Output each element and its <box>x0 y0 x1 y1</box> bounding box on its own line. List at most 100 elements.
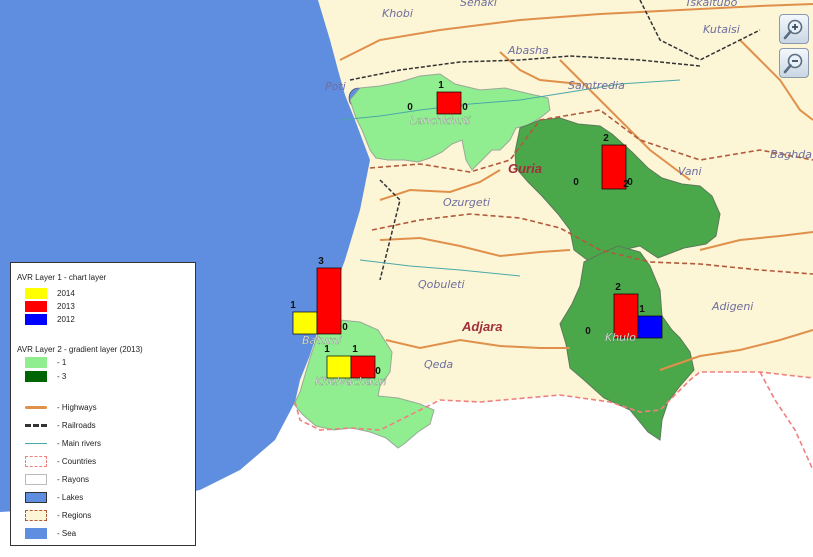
rayon-labels: Lanchkhuti Batumi Khelvachauri Khulo <box>302 114 637 388</box>
country-border-east <box>759 371 813 471</box>
bar-batumi-2013 <box>316 267 342 335</box>
bar-count-batumi-2013: 3 <box>318 256 324 267</box>
label-khelvachauri: Khelvachauri <box>315 375 387 388</box>
legend-item-sea: - Sea <box>25 526 76 540</box>
legend-label-rivers: - Main rivers <box>57 438 102 448</box>
label-khobi: Khobi <box>382 7 413 20</box>
zoom-in-button[interactable] <box>779 14 809 44</box>
legend-swatch-gradient-1 <box>25 356 47 368</box>
legend-label-2013: 2013 <box>57 301 75 311</box>
legend-label-regions: - Regions <box>57 510 92 520</box>
legend-item-rayons: - Rayons <box>25 472 89 486</box>
legend-symbol-rayons <box>25 473 47 485</box>
legend-item-countries: - Countries <box>25 454 96 468</box>
label-khulo: Khulo <box>605 331 636 344</box>
bar-count-batumi-2014: 1 <box>290 300 296 311</box>
legend-item-highways: - Highways <box>25 400 97 414</box>
legend-symbol-sea <box>25 527 47 539</box>
region-borders-layer <box>369 109 813 275</box>
label-senaki: Senaki <box>460 0 497 9</box>
bar-khulo-2012 <box>637 315 663 339</box>
label-guria: Guria <box>508 161 542 176</box>
label-vani: Vani <box>678 165 702 178</box>
legend-item-2012: 2012 <box>25 312 75 326</box>
bar-count-chokhatauri-2013: 2 <box>603 133 609 144</box>
legend-item-regions: - Regions <box>25 508 91 522</box>
label-ozurgeti: Ozurgeti <box>443 196 490 209</box>
bar-count-khulo-2014: 0 <box>585 326 591 337</box>
legend-label-highways: - Highways <box>57 402 97 412</box>
legend-symbol-regions <box>25 509 47 521</box>
legend-swatch-2013 <box>25 300 47 312</box>
rayon-chokhatauri-area[interactable] <box>514 117 721 263</box>
legend-label-gradient-3: - 3 <box>57 371 67 381</box>
legend-swatch-2012 <box>25 313 47 325</box>
legend-item-2013: 2013 <box>25 299 75 313</box>
bar-count-chokhatauri-extra: 2 <box>623 179 629 190</box>
bar-batumi-2014 <box>292 311 318 335</box>
legend-label-gradient-1: - 1 <box>57 357 67 367</box>
legend-item-rivers: - Main rivers <box>25 436 101 450</box>
label-baghdati: Baghda <box>770 148 812 161</box>
rivers-layer <box>339 79 681 277</box>
legend-symbol-highways <box>25 402 47 413</box>
legend-label-2014: 2014 <box>57 288 75 298</box>
bar-count-khelvachauri-2012: 0 <box>375 366 381 377</box>
rayon-khelvachauri-area[interactable] <box>293 319 435 449</box>
bar-count-khelvachauri-2014: 1 <box>324 344 330 355</box>
map-legend: AVR Layer 1 - chart layer 2014 2013 2012… <box>10 262 196 546</box>
label-adigeni: Adigeni <box>711 300 753 313</box>
bar-count-chokhatauri-2014: 0 <box>573 177 579 188</box>
bar-count-chokhatauri-2012: 0 <box>627 177 633 188</box>
zoom-out-button[interactable] <box>779 48 809 78</box>
bar-count-khulo-2013: 2 <box>615 282 621 293</box>
legend-layer2-title: AVR Layer 2 - gradient layer (2013) <box>17 345 143 354</box>
legend-swatch-2014 <box>25 287 47 299</box>
legend-item-lakes: - Lakes <box>25 490 83 504</box>
bar-count-batumi-2012: 0 <box>342 322 348 333</box>
bar-khulo-2013 <box>613 293 639 339</box>
legend-label-sea: - Sea <box>57 528 77 538</box>
bar-count-lanchkhuti-2014: 0 <box>407 102 413 113</box>
legend-label-countries: - Countries <box>57 456 97 466</box>
legend-label-lakes: - Lakes <box>57 492 84 502</box>
bar-khelvachauri-2013 <box>350 355 376 379</box>
zoom-in-icon <box>783 19 803 40</box>
legend-symbol-lakes <box>25 491 47 503</box>
legend-label-rayons: - Rayons <box>57 474 90 484</box>
legend-item-gradient-3: - 3 <box>25 369 66 383</box>
legend-item-railroads: - Railroads <box>25 418 96 432</box>
label-qeda: Qeda <box>424 358 453 371</box>
label-qobuleti: Qobuleti <box>418 278 465 291</box>
country-border <box>294 371 813 431</box>
rayon-lanchkhuti-area[interactable] <box>349 73 551 171</box>
label-poti: Poti <box>325 80 346 93</box>
zoom-out-icon <box>783 53 803 74</box>
label-tskaltubo: Tskaltubo <box>685 0 738 9</box>
label-kutaisi: Kutaisi <box>703 23 740 36</box>
label-batumi: Batumi <box>302 334 341 347</box>
legend-item-2014: 2014 <box>25 286 75 300</box>
legend-symbol-countries <box>25 455 47 467</box>
label-lanchkhuti: Lanchkhuti <box>410 114 471 127</box>
railroads-layer <box>349 0 761 281</box>
legend-item-gradient-1: - 1 <box>25 355 66 369</box>
place-labels: Khobi Senaki Tskaltubo Abasha Kutaisi Po… <box>325 0 812 371</box>
legend-swatch-gradient-3 <box>25 370 47 382</box>
label-samtredia: Samtredia <box>568 79 625 92</box>
highways-layer <box>339 3 813 371</box>
bar-count-khulo-2012: 1 <box>639 304 645 315</box>
label-adjara: Adjara <box>461 319 502 334</box>
label-abasha: Abasha <box>507 44 549 57</box>
legend-layer1-title: AVR Layer 1 - chart layer <box>17 273 107 282</box>
bar-chokhatauri-2013 <box>601 144 627 190</box>
bar-lanchkhuti-2013 <box>436 91 462 115</box>
legend-symbol-railroads <box>25 420 47 431</box>
bar-count-khelvachauri-2013: 1 <box>352 344 358 355</box>
bar-count-lanchkhuti-2012: 0 <box>462 102 468 113</box>
legend-symbol-rivers <box>25 438 47 449</box>
legend-label-2012: 2012 <box>57 314 75 324</box>
bar-count-lanchkhuti-2013: 1 <box>438 80 444 91</box>
